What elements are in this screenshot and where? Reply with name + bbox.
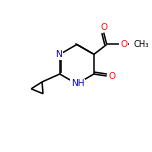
Text: O: O: [121, 40, 128, 49]
Text: NH: NH: [71, 79, 85, 88]
Text: CH₃: CH₃: [133, 40, 149, 49]
Text: O: O: [108, 71, 115, 81]
Text: N: N: [55, 50, 62, 59]
Text: O: O: [100, 23, 107, 32]
